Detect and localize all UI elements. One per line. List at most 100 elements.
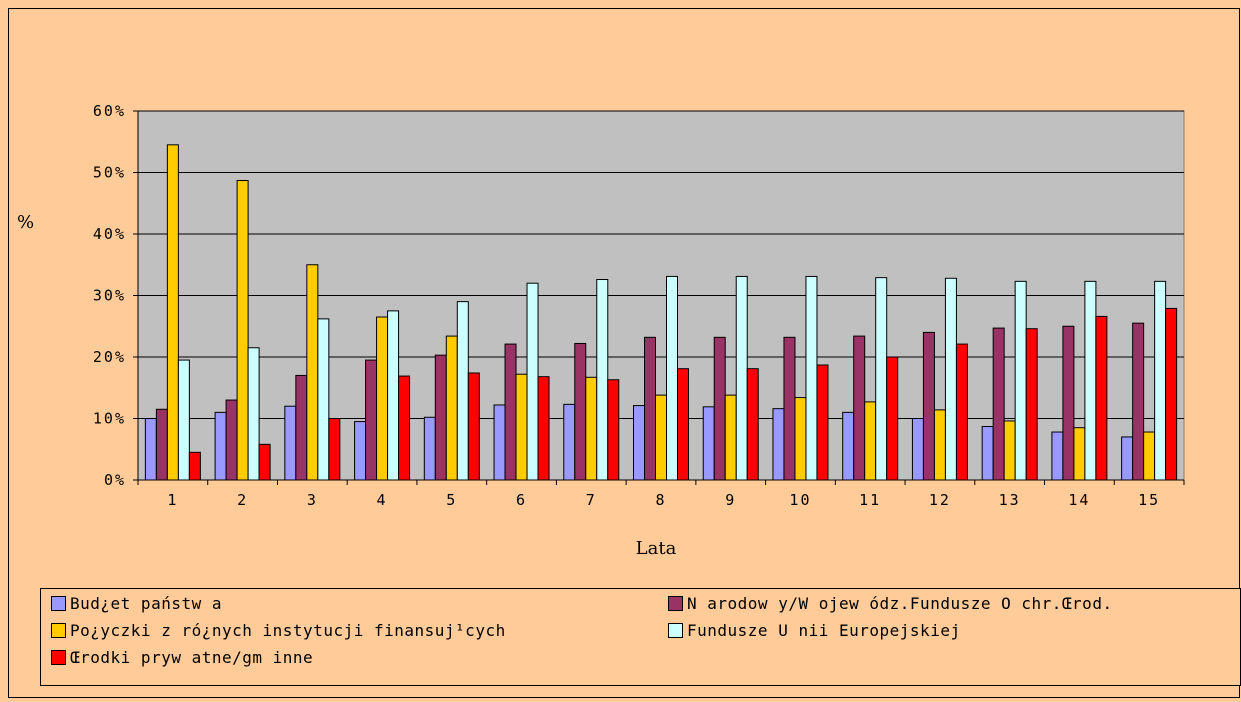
legend-swatch [51, 650, 66, 665]
bar [526, 282, 539, 481]
bar [258, 443, 271, 481]
bar [875, 277, 888, 481]
bar [434, 354, 447, 481]
legend-item-srodki-prywatne: Œrodki pryw atne/gm inne [51, 648, 313, 667]
legend: Bud¿et państw a N arodow y/W ojew ódz.Fu… [40, 588, 1241, 686]
x-tick-label: 2 [237, 491, 248, 509]
legend-swatch [51, 596, 66, 611]
bar [365, 359, 378, 481]
bar [585, 376, 598, 481]
legend-label: N arodow y/W ojew ódz.Fundusze O chr.Œro… [687, 594, 1113, 613]
bar [295, 374, 308, 481]
bar [493, 404, 506, 481]
y-tick-label: 50% [93, 164, 126, 182]
bar [306, 264, 319, 481]
bar [317, 318, 330, 481]
bar [1051, 431, 1064, 481]
x-tick-label: 6 [516, 491, 527, 509]
bar [1143, 431, 1156, 481]
bar [842, 411, 855, 481]
x-tick-label: 12 [929, 491, 951, 509]
bar [574, 342, 587, 481]
x-tick-label: 10 [789, 491, 811, 509]
bar [981, 425, 994, 481]
x-tick-label: 14 [1068, 491, 1090, 509]
bar [376, 316, 389, 481]
bar [713, 336, 726, 481]
bar [772, 408, 785, 481]
legend-item-fundusze-ue: Fundusze U nii Europejskiej [668, 621, 961, 640]
bar [644, 336, 656, 481]
bar [1003, 420, 1016, 481]
bar [504, 343, 517, 481]
x-tick-label: 11 [859, 491, 881, 509]
bar [922, 331, 935, 481]
bar [247, 347, 260, 481]
bar [933, 409, 946, 481]
bar [783, 336, 796, 481]
bar [166, 144, 179, 481]
bar [445, 335, 458, 481]
y-tick-label: 40% [93, 225, 126, 243]
bar [328, 418, 341, 481]
legend-swatch [51, 623, 66, 638]
bar [1121, 436, 1134, 481]
y-tick-label: 60% [93, 102, 126, 120]
bars [144, 144, 1178, 481]
bar [724, 394, 737, 481]
bar [177, 359, 190, 481]
bar [1084, 280, 1097, 481]
bar [911, 418, 924, 481]
bar [853, 335, 866, 481]
x-tick-label: 8 [655, 491, 666, 509]
bar [864, 401, 877, 481]
legend-swatch [668, 623, 683, 638]
bar [992, 327, 1005, 481]
bar [354, 421, 367, 481]
bar [1014, 280, 1027, 481]
bar [144, 418, 157, 481]
legend-label: Fundusze U nii Europejskiej [687, 621, 961, 640]
bar [805, 275, 818, 481]
x-tick-label: 15 [1138, 491, 1160, 509]
bar [886, 356, 899, 481]
x-tick-label: 4 [377, 491, 388, 509]
bar [467, 372, 480, 481]
bar [188, 451, 201, 481]
bar [596, 279, 609, 481]
bar [607, 379, 620, 481]
y-tick-label: 10% [93, 410, 126, 428]
x-tick-label: 13 [999, 491, 1021, 509]
y-axis-title: % [17, 212, 34, 233]
bar [633, 405, 645, 481]
x-tick-label: 1 [167, 491, 178, 509]
bar [1095, 315, 1108, 481]
bar [236, 179, 249, 481]
bar [155, 408, 168, 481]
legend-label: Bud¿et państw a [70, 594, 222, 613]
bar [423, 416, 436, 481]
bar [387, 310, 400, 481]
x-tick-labels: 1 2 3 4 5 6 7 8 9 10 11 12 13 14 15 [167, 491, 1160, 509]
x-tick-label: 7 [586, 491, 597, 509]
bar [746, 368, 759, 481]
legend-item-narodowy: N arodow y/W ojew ódz.Fundusze O chr.Œro… [668, 594, 1113, 613]
legend-label: Po¿yczki z ró¿nych instytucji finansuj¹c… [70, 621, 506, 640]
x-axis-title: Lata [636, 538, 677, 559]
legend-swatch [668, 596, 683, 611]
bar [537, 376, 550, 481]
bar [398, 375, 411, 481]
y-tick-label: 0% [104, 471, 126, 489]
x-tick-label: 3 [307, 491, 318, 509]
bar [944, 277, 957, 481]
y-tick-labels: 0% 10% 20% 30% 40% 50% 60% [93, 102, 126, 489]
y-tick-label: 30% [93, 287, 126, 305]
bar [1062, 325, 1075, 481]
bar [214, 411, 227, 481]
bar [666, 275, 678, 481]
bar [655, 394, 667, 481]
bar [955, 343, 968, 481]
bar [794, 397, 807, 481]
bar [1154, 280, 1167, 481]
bar [284, 405, 297, 481]
